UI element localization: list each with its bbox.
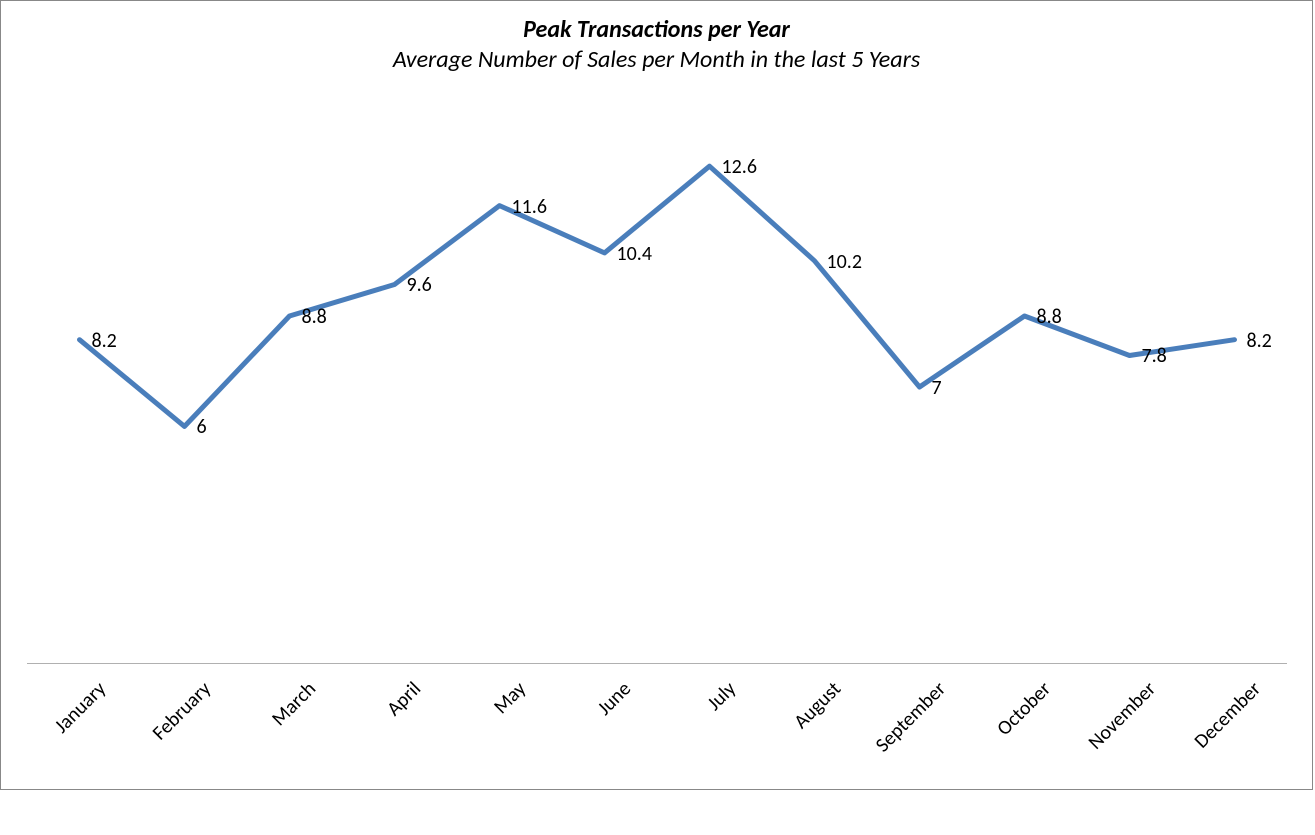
data-label: 11.6 (512, 195, 547, 219)
data-label: 8.2 (92, 329, 117, 353)
chart-subtitle: Average Number of Sales per Month in the… (1, 45, 1312, 75)
plot-area: 8.268.89.611.610.412.610.278.87.88.2Janu… (27, 111, 1287, 663)
data-label: 9.6 (407, 273, 432, 297)
chart-container: Peak Transactions per Year Average Numbe… (0, 0, 1313, 790)
data-label: 7.8 (1142, 344, 1167, 368)
data-label: 7 (932, 376, 942, 400)
data-label: 10.4 (617, 242, 652, 266)
data-label: 8.8 (1037, 305, 1062, 329)
data-label: 8.8 (302, 305, 327, 329)
line-series (27, 111, 1287, 663)
x-axis-line (27, 663, 1287, 664)
data-label: 12.6 (722, 155, 757, 179)
chart-title: Peak Transactions per Year (1, 1, 1312, 45)
data-label: 6 (197, 415, 207, 439)
data-label: 8.2 (1247, 329, 1272, 353)
data-label: 10.2 (827, 250, 862, 274)
